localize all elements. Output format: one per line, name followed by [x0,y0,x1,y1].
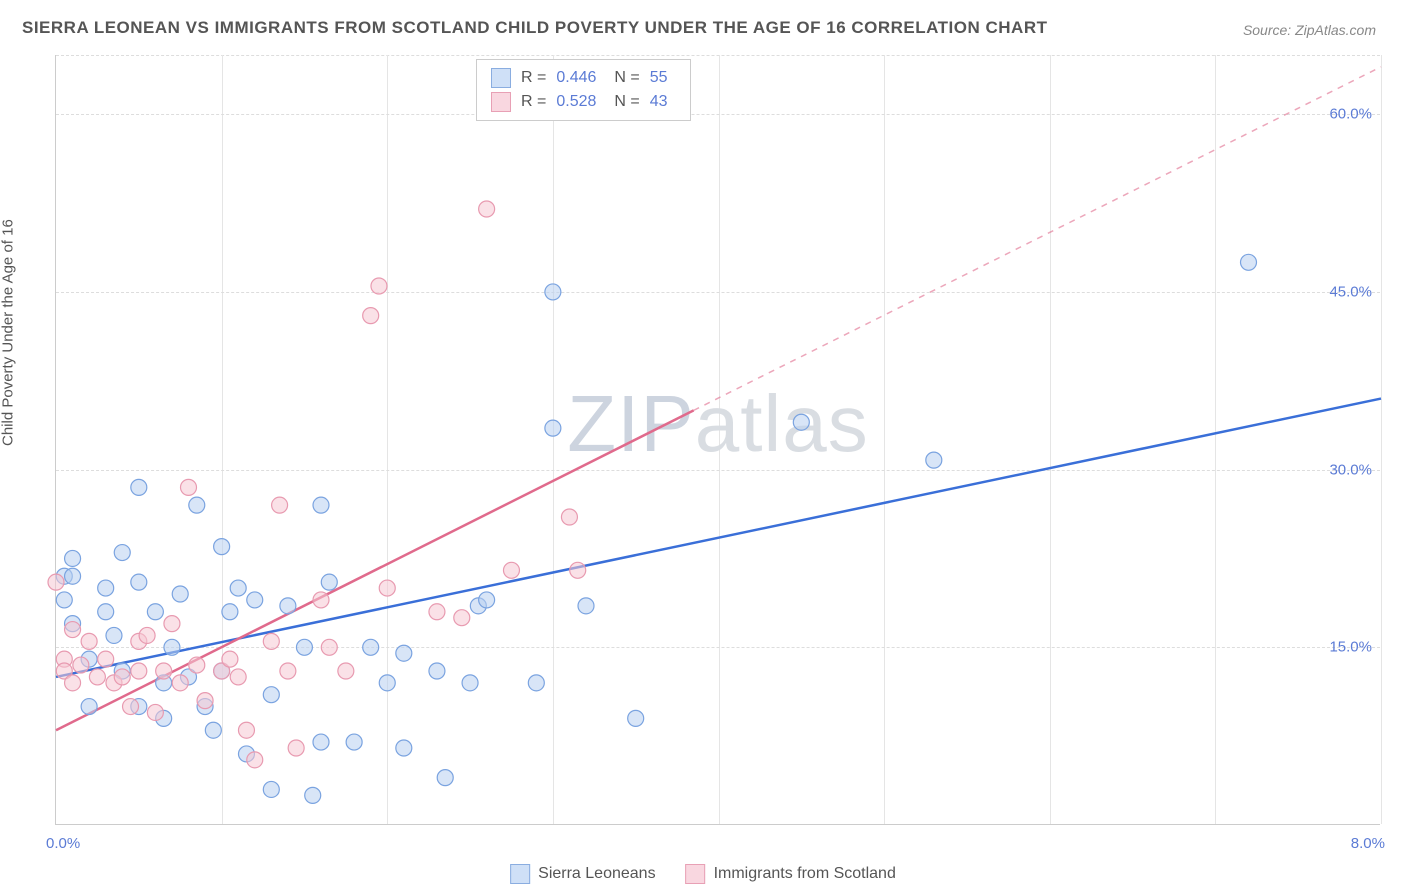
legend-label: Immigrants from Scotland [714,865,896,883]
legend-label: Sierra Leoneans [538,865,655,883]
stat-r-value: 0.446 [556,69,596,87]
stat-n-value: 55 [650,69,668,87]
y-tick-label: 45.0% [1329,283,1372,300]
legend-swatch [491,68,511,88]
y-tick-label: 15.0% [1329,639,1372,656]
y-axis-label: Child Poverty Under the Age of 16 [0,219,17,446]
stat-r-value: 0.528 [556,93,596,111]
stats-legend-box: R = 0.446 N = 55 R = 0.528 N = 43 [476,59,691,121]
legend-swatch [510,864,530,884]
legend-item: Sierra Leoneans [510,864,655,884]
legend-item: Immigrants from Scotland [686,864,896,884]
y-tick-label: 60.0% [1329,106,1372,123]
stat-n-label: N = [614,69,639,87]
bottom-legend: Sierra Leoneans Immigrants from Scotland [510,864,896,884]
plot-area: ZIPatlas R =0.446N =55R =0.528N =43 0.0%… [55,55,1380,825]
chart-title: SIERRA LEONEAN VS IMMIGRANTS FROM SCOTLA… [22,18,1047,38]
stats-row: R = 0.528 N = 43 [491,90,676,114]
x-tick-max: 8.0% [1351,835,1385,852]
y-tick-label: 30.0% [1329,461,1372,478]
gridline-v [1381,55,1382,824]
stat-n-value: 43 [650,93,668,111]
stat-r-label: R = [521,69,546,87]
stat-r-label: R = [521,93,546,111]
legend-swatch [491,92,511,112]
source-label: Source: ZipAtlas.com [1243,22,1376,38]
legend-swatch [686,864,706,884]
stats-row: R = 0.446 N = 55 [491,66,676,90]
chart-svg [56,55,1380,824]
x-tick-min: 0.0% [46,835,80,852]
stat-n-label: N = [614,93,639,111]
